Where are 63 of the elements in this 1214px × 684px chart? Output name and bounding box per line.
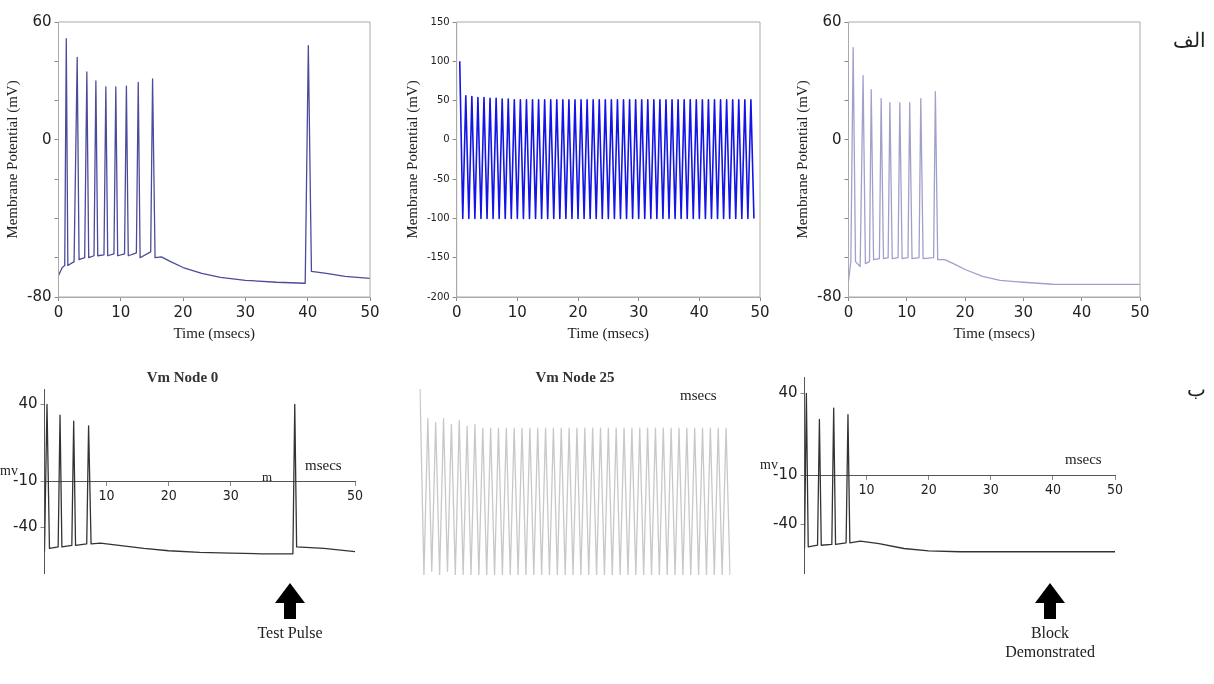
y-tick-label: 0 — [41, 129, 52, 148]
x-tick-label: 30 — [629, 302, 649, 321]
x-tick-label: 20 — [160, 487, 177, 504]
x-tick-label: 10 — [111, 302, 131, 321]
x-tick-label: 10 — [858, 481, 875, 498]
y-tick-label: -150 — [426, 251, 450, 263]
y-tick-label: -50 — [433, 172, 450, 184]
y-tick-label: -40 — [13, 516, 38, 535]
chart-title: Vm Node 0 — [146, 368, 219, 385]
x-tick-label: 20 — [920, 481, 937, 498]
x-tick-label: 40 — [298, 302, 318, 321]
x-tick-label: 50 — [360, 302, 380, 321]
y-axis-title: Membrane Potential (mV) — [3, 80, 21, 239]
x-tick-label: 50 — [1106, 481, 1124, 498]
y-tick-label: -40 — [773, 513, 798, 532]
text: الف — [1173, 28, 1206, 52]
x-tick-label: 10 — [897, 302, 917, 321]
x-tick-label: 50 — [1130, 302, 1150, 321]
y-tick-label: 40 — [778, 383, 798, 402]
x-tick-label: 0 — [53, 302, 64, 321]
x-tick-label: 30 — [222, 487, 239, 504]
x-axis-title: msecs — [680, 387, 717, 405]
y-tick-label: 0 — [443, 133, 450, 145]
text: ب — [1187, 377, 1206, 401]
x-axis-title: Time (msecs) — [953, 324, 1036, 342]
x-tick-label: 0 — [451, 302, 462, 321]
y-tick-label: 100 — [430, 54, 450, 66]
x-tick-label: 20 — [568, 302, 588, 321]
x-tick-label: 10 — [507, 302, 527, 321]
x-axis-title: Time (msecs) — [173, 324, 256, 342]
y-tick-label: 40 — [18, 394, 38, 413]
x-tick-label: 10 — [98, 487, 115, 504]
chart-title: Vm Node 25 — [535, 368, 615, 385]
x-axis-title: msecs — [1065, 451, 1102, 468]
y-tick-label: 150 — [430, 15, 450, 27]
x-tick-label: 20 — [173, 302, 193, 321]
y-axis-title: mv — [0, 463, 18, 478]
y-axis-title: Membrane Potential (mV) — [793, 80, 811, 239]
x-tick-label: 30 — [235, 302, 255, 321]
x-tick-label: 30 — [1013, 302, 1033, 321]
x-tick-label: 40 — [1072, 302, 1092, 321]
text: Test Pulse — [256, 623, 324, 642]
x-tick-label: 50 — [750, 302, 770, 321]
text: Block Demonstrated — [1004, 623, 1096, 661]
y-tick-label: -100 — [426, 212, 450, 224]
x-tick-label: 20 — [955, 302, 975, 321]
y-tick-label: 0 — [831, 129, 842, 148]
y-tick-label: -200 — [426, 290, 450, 302]
x-tick-label: 0 — [843, 302, 854, 321]
y-tick-label: 60 — [822, 11, 842, 30]
x-axis-title: msecs — [305, 457, 342, 474]
x-tick-label: 30 — [982, 481, 999, 498]
annotation: m — [262, 469, 273, 485]
x-tick-label: 40 — [689, 302, 709, 321]
y-tick-label: 50 — [436, 94, 450, 106]
x-axis-title: Time (msecs) — [567, 324, 650, 342]
y-tick-label: 60 — [32, 11, 52, 30]
y-tick-label: -80 — [27, 286, 52, 305]
y-tick-label: -80 — [817, 286, 842, 305]
y-axis-title: mv — [760, 457, 778, 472]
x-tick-label: 40 — [1044, 481, 1061, 498]
y-axis-title: Membrane Potential (mV) — [403, 80, 421, 239]
x-tick-label: 50 — [346, 487, 364, 504]
